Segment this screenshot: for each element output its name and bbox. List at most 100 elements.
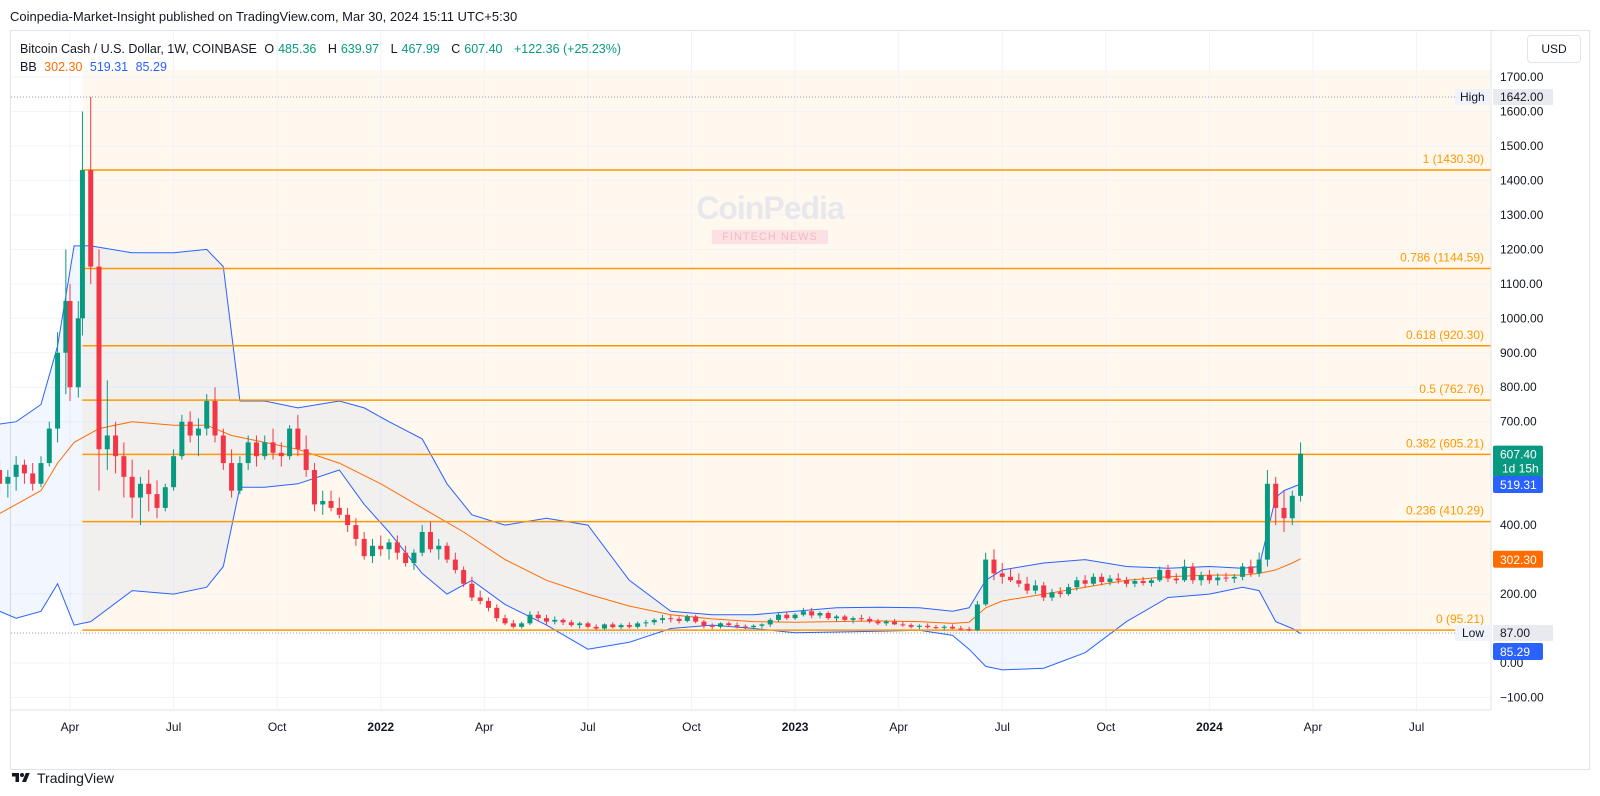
candle-body (1057, 592, 1063, 595)
bb-label[interactable]: BB (20, 60, 37, 74)
open-value: 485.36 (278, 42, 317, 56)
candle-body (237, 463, 243, 491)
candle-body (245, 442, 251, 464)
candle-body (1198, 575, 1204, 581)
candle-body (270, 442, 276, 453)
candle-body (552, 619, 558, 622)
candle-body (146, 483, 152, 495)
candle-body (485, 600, 491, 608)
candle-body (1215, 577, 1221, 581)
candle-body (444, 545, 450, 560)
price-axis-tick: 400.00 (1500, 518, 1537, 532)
bb-row: BB 302.30 519.31 85.29 (20, 58, 625, 76)
candle-body (593, 626, 599, 629)
candle-body (502, 618, 508, 624)
bb-fill (0, 245, 1301, 670)
candle-body (187, 421, 193, 436)
candle-body (427, 532, 433, 550)
time-axis-tick: Oct (682, 720, 701, 734)
time-axis-tick: 2023 (782, 720, 809, 734)
chart-frame (10, 30, 1590, 770)
candle-body (113, 435, 119, 457)
candle-body (46, 428, 52, 464)
candle-body (21, 464, 27, 474)
candle-body (958, 628, 964, 630)
high-value: 639.97 (340, 42, 380, 56)
candle-body (1240, 566, 1246, 577)
candle-body (154, 494, 160, 508)
fib-label: 0.618 (920.30) (1406, 328, 1484, 342)
candle-body (1148, 580, 1154, 584)
candle-body (991, 559, 997, 574)
tradingview-logo-icon (12, 773, 30, 782)
candle-body (751, 625, 757, 628)
candle-body (1256, 559, 1262, 574)
time-axis-tick: Jul (1409, 720, 1424, 734)
price-axis-tick: 1400.00 (1500, 173, 1544, 187)
candle-body (469, 583, 475, 598)
price-axis-tick: 1100.00 (1500, 277, 1543, 291)
candle-body (88, 170, 94, 267)
close-label: C (451, 42, 461, 56)
price-tag-label: 519.31 (1500, 478, 1537, 492)
candle-body (30, 473, 36, 484)
price-tag-bg (1493, 475, 1543, 493)
candle-body (825, 613, 831, 619)
candle-body (378, 545, 384, 550)
price-tag-bg (1493, 445, 1543, 478)
candle-body (278, 452, 284, 457)
fib-label: 0.236 (410.29) (1406, 504, 1484, 518)
candle-body (386, 542, 392, 550)
candle-body (1099, 576, 1105, 582)
candle-body (925, 625, 931, 628)
candle-body (560, 619, 566, 623)
candle-body (345, 514, 351, 526)
candle-body (461, 569, 467, 584)
published-caption: Coinpedia-Market-Insight published on Tr… (10, 9, 518, 24)
candle-body (635, 623, 641, 627)
currency-button[interactable]: USD (1527, 35, 1581, 63)
candle-body (726, 623, 732, 626)
candle-body (171, 456, 177, 488)
low-label: L (390, 42, 398, 56)
candle-body (67, 301, 73, 388)
candle-body (684, 616, 690, 621)
candle-body (162, 487, 168, 508)
low-tag-bg (1455, 625, 1491, 642)
candle-body (999, 573, 1005, 577)
candle-body (129, 476, 135, 498)
candle-body (229, 463, 235, 491)
candle-body (1298, 453, 1304, 496)
candle-body (842, 616, 848, 620)
candle-body (452, 559, 458, 570)
candle-body (5, 476, 11, 484)
tradingview-logo[interactable]: TradingView (10, 770, 114, 786)
price-tag-label: 302.30 (1500, 553, 1537, 567)
price-axis-tick: 200.00 (1500, 587, 1537, 601)
candle-body (369, 545, 375, 557)
fib-zone-background (82, 69, 1491, 631)
time-axis-tick: Apr (61, 720, 80, 734)
watermark-sub: FINTECH NEWS (712, 230, 828, 244)
candle-body (121, 456, 127, 477)
candle-body (519, 623, 525, 627)
price-axis-tick: 800.00 (1500, 380, 1537, 394)
candle-body (626, 625, 632, 627)
candle-body (759, 624, 765, 626)
candle-body (75, 318, 81, 388)
ohlc-row: Bitcoin Cash / U.S. Dollar, 1W, COINBASE… (20, 40, 625, 58)
candle-body (1066, 587, 1072, 595)
candle-body (701, 621, 707, 626)
candle-body (1090, 576, 1096, 584)
candle-body (1024, 583, 1030, 591)
candle-body (1264, 483, 1270, 560)
symbol-label[interactable]: Bitcoin Cash / U.S. Dollar, 1W, COINBASE (20, 42, 257, 56)
candle-body (817, 613, 823, 616)
candle-body (659, 618, 665, 620)
candle-body (792, 614, 798, 619)
candle-body (204, 401, 210, 429)
candle-body (55, 352, 61, 429)
low-value: 467.99 (401, 42, 440, 56)
candle-body (353, 525, 359, 539)
